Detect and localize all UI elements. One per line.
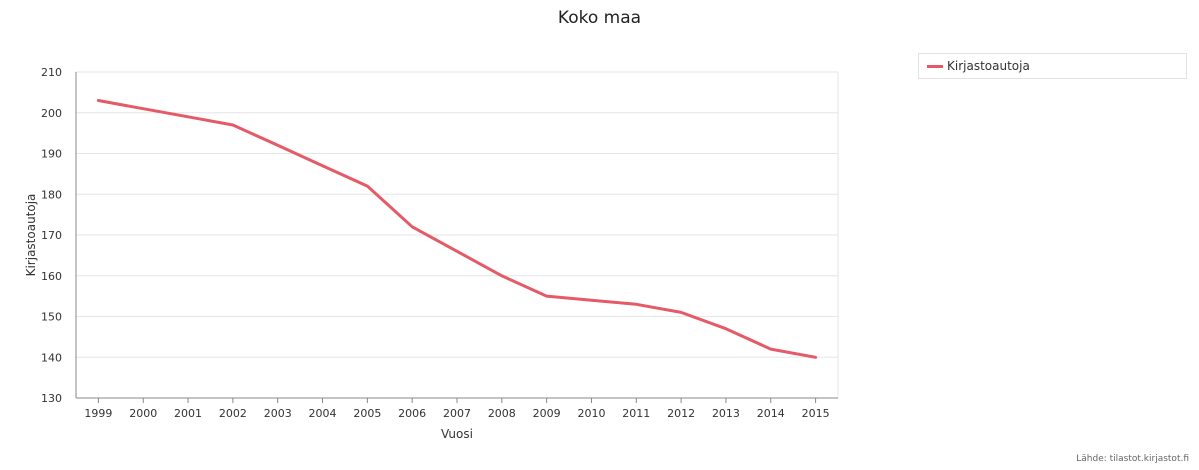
x-tick-label: 2001 — [174, 407, 202, 420]
y-axis-title: Kirjastoautoja — [24, 194, 38, 277]
x-tick-label: 2000 — [129, 407, 157, 420]
y-tick-label: 210 — [41, 66, 62, 79]
x-tick-label: 2010 — [577, 407, 605, 420]
legend-swatch — [927, 65, 943, 68]
x-tick-label: 2012 — [667, 407, 695, 420]
y-tick-label: 160 — [41, 270, 62, 283]
x-tick-label: 2008 — [488, 407, 516, 420]
x-tick-label: 2009 — [533, 407, 561, 420]
x-tick-label: 2005 — [353, 407, 381, 420]
y-tick-label: 150 — [41, 311, 62, 324]
x-tick-label: 2007 — [443, 407, 471, 420]
x-tick-label: 1999 — [84, 407, 112, 420]
legend-label[interactable]: Kirjastoautoja — [947, 59, 1030, 73]
x-tick-label: 2003 — [264, 407, 292, 420]
x-tick-label: 2015 — [802, 407, 830, 420]
y-tick-label: 130 — [41, 392, 62, 405]
x-tick-label: 2011 — [622, 407, 650, 420]
source-text: Lähde: tilastot.kirjastot.fi — [1076, 454, 1189, 464]
y-tick-label: 140 — [41, 351, 62, 364]
x-tick-label: 2013 — [712, 407, 740, 420]
y-tick-label: 180 — [41, 188, 62, 201]
chart-title: Koko maa — [557, 8, 642, 28]
y-tick-label: 200 — [41, 107, 62, 120]
x-tick-label: 2014 — [757, 407, 785, 420]
x-tick-label: 2004 — [309, 407, 337, 420]
series-line-0 — [96, 99, 818, 359]
x-tick-label: 2006 — [398, 407, 426, 420]
x-axis-title: Vuosi — [441, 427, 473, 441]
x-tick-label: 2002 — [219, 407, 247, 420]
y-tick-label: 170 — [41, 229, 62, 242]
y-tick-label: 190 — [41, 148, 62, 161]
legend[interactable]: Kirjastoautoja — [918, 53, 1187, 79]
